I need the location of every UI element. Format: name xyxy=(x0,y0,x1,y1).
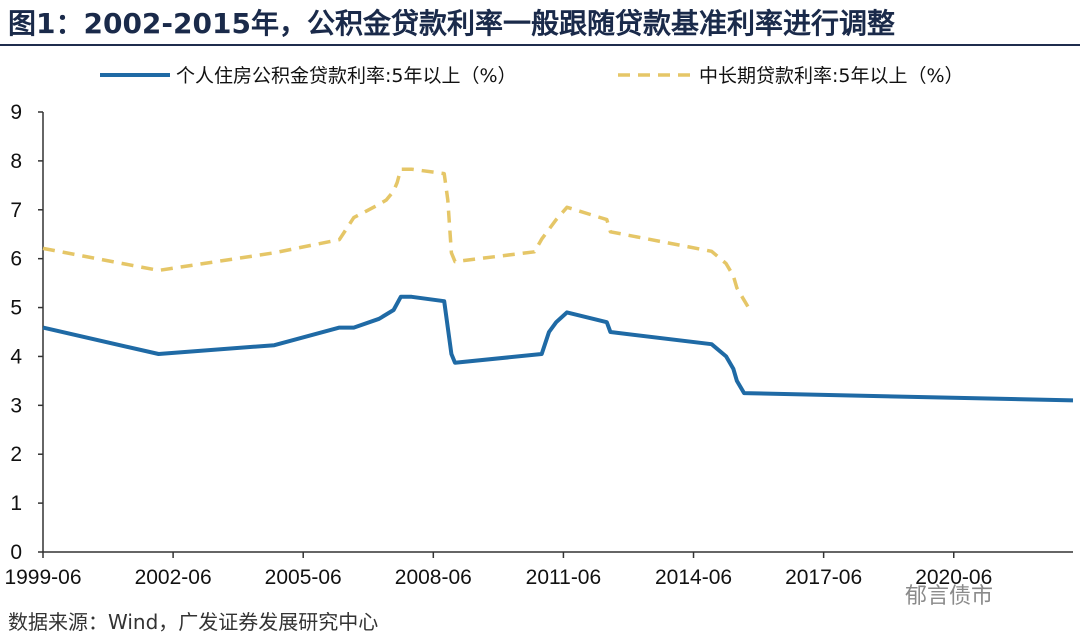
chart-series xyxy=(42,167,1074,403)
x-tick-label: 1999-06 xyxy=(4,566,81,589)
y-tick-label: 2 xyxy=(10,443,22,466)
x-tick-label: 2011-06 xyxy=(526,566,602,589)
y-tick-label: 7 xyxy=(10,199,22,222)
watermark: 郁言债市 xyxy=(905,584,994,609)
x-tick-label: 2002-06 xyxy=(135,566,212,589)
series-line-1 xyxy=(42,294,1074,403)
legend-label-2: 中长期贷款利率:5年以上（%） xyxy=(699,65,964,87)
y-tick-label: 5 xyxy=(10,297,22,320)
chart-axes: 0 1 2 3 4 5 6 7 8 9 1999-06 2002-06 2005-06 2008-06 20… xyxy=(4,101,1073,589)
y-tick-label: 0 xyxy=(10,541,22,564)
x-tick-label: 2017-06 xyxy=(785,566,862,589)
y-tick-label: 8 xyxy=(10,150,22,173)
chart-legend: 个人住房公积金贷款利率:5年以上（%） 中长期贷款利率:5年以上（%） xyxy=(100,65,964,87)
x-tick-label: 2008-06 xyxy=(395,566,472,589)
x-tick-label: 2014-06 xyxy=(655,566,732,589)
line-chart: 个人住房公积金贷款利率:5年以上（%） 中长期贷款利率:5年以上（%） 0 1 2 3 4… xyxy=(4,65,1074,589)
y-tick-label: 6 xyxy=(10,248,22,271)
x-tick-label: 2005-06 xyxy=(265,566,342,589)
legend-label-1: 个人住房公积金贷款利率:5年以上（%） xyxy=(176,65,517,87)
x-tick-label: 2020-06 xyxy=(915,566,992,589)
y-tick-label: 3 xyxy=(10,394,22,417)
chart-title: 图1：2002-2015年，公积金贷款利率一般跟随贷款基准利率进行调整 xyxy=(8,7,895,40)
series-line-2 xyxy=(42,167,753,314)
title-divider xyxy=(0,44,1080,46)
y-tick-label: 4 xyxy=(10,345,22,368)
y-tick-label: 1 xyxy=(10,492,22,515)
y-tick-label: 9 xyxy=(10,101,22,124)
source-note: 数据来源：Wind，广发证券发展研究中心 xyxy=(8,610,379,634)
